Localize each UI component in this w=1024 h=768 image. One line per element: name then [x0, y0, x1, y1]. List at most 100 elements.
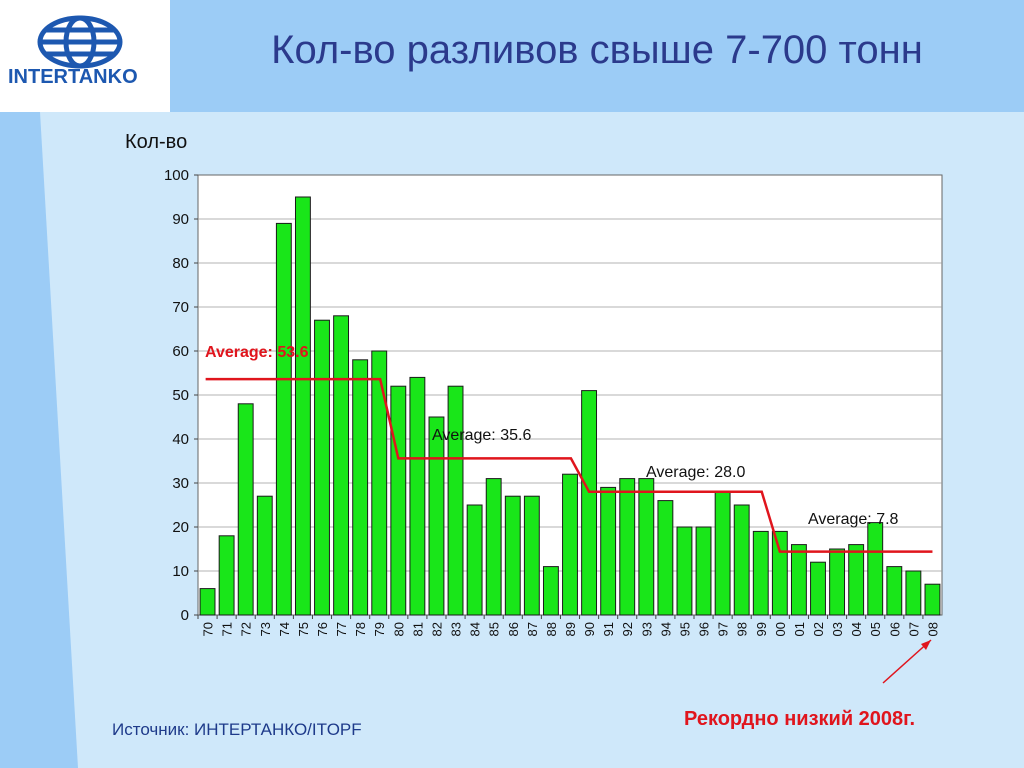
- average-line: [205, 377, 933, 553]
- x-tick-label: 93: [639, 622, 654, 636]
- bar-74: [275, 222, 292, 616]
- x-tick-label: 85: [487, 622, 502, 636]
- bar-08: [924, 583, 941, 616]
- bar-82: [428, 416, 445, 616]
- x-tick-label: 79: [372, 622, 387, 636]
- x-tick-label: 87: [525, 622, 540, 636]
- bar-89: [562, 473, 578, 616]
- x-tick-label: 05: [868, 622, 883, 636]
- record-arrow: [882, 639, 932, 684]
- x-tick-label: 72: [239, 622, 254, 636]
- bar-84: [466, 504, 483, 616]
- x-tick-label: 74: [277, 622, 292, 636]
- logo: INTERTANKO: [0, 0, 170, 112]
- bar-98: [733, 504, 750, 616]
- logo-text: INTERTANKO: [8, 66, 138, 88]
- y-tick-label: 90: [172, 211, 189, 228]
- bar-99: [752, 530, 769, 616]
- x-tick-label: 78: [353, 622, 368, 636]
- x-tick-label: 00: [773, 622, 788, 636]
- x-tick-label: 01: [792, 622, 807, 636]
- bar-01: [790, 544, 807, 616]
- x-tick-label: 76: [315, 622, 330, 636]
- bar-79: [371, 350, 388, 616]
- bar-83: [447, 385, 464, 616]
- bar-91: [600, 486, 617, 616]
- x-tick-label: 07: [906, 622, 921, 636]
- bar-70: [199, 588, 216, 616]
- bar-90: [581, 390, 598, 616]
- bar-87: [523, 495, 540, 616]
- average-label: Average: 7.8: [808, 511, 899, 528]
- x-tick-label: 71: [220, 622, 235, 636]
- bar-75: [294, 196, 311, 616]
- x-tick-label: 99: [754, 622, 769, 636]
- globe-icon: [37, 15, 123, 69]
- x-tick-label: 03: [830, 622, 845, 636]
- x-tick-label: 04: [849, 622, 864, 636]
- y-tick-label: 70: [172, 299, 189, 316]
- bar-92: [619, 478, 636, 616]
- y-axis-label: Кол-во: [125, 131, 187, 153]
- bar-93: [638, 478, 655, 616]
- x-tick-label: 08: [925, 622, 940, 636]
- y-tick-label: 30: [172, 475, 189, 492]
- x-tick-label: 94: [658, 622, 673, 636]
- x-tick-label: 06: [887, 622, 902, 636]
- x-tick-label: 96: [697, 622, 712, 636]
- bar-06: [886, 566, 903, 616]
- y-tick-label: 80: [172, 255, 189, 272]
- bar-07: [905, 570, 922, 616]
- record-note: Рекордно низкий 2008г.: [684, 708, 916, 730]
- y-tick-label: 100: [164, 167, 189, 184]
- x-tick-label: 75: [296, 622, 311, 636]
- bar-71: [218, 535, 235, 616]
- x-tick-label: 86: [506, 622, 521, 636]
- x-tick-label: 73: [258, 622, 273, 636]
- y-tick-label: 0: [181, 607, 189, 624]
- x-tick-label: 92: [620, 622, 635, 636]
- y-tick-label: 20: [172, 519, 189, 536]
- x-tick-label: 89: [563, 622, 578, 636]
- bar-00: [771, 530, 788, 616]
- y-tick-label: 50: [172, 387, 189, 404]
- bar-80: [390, 385, 407, 616]
- left-strip: [0, 112, 78, 768]
- bar-76: [314, 319, 330, 616]
- bar-88: [542, 566, 559, 616]
- record-arrowhead: [921, 640, 931, 650]
- x-tick-label: 80: [391, 622, 406, 636]
- bar-95: [676, 526, 693, 616]
- x-tick-label: 70: [201, 622, 216, 636]
- x-tick-label: 91: [601, 622, 616, 636]
- bar-04: [848, 544, 865, 616]
- source-note: Источник: ИНТЕРТАНКО/ITOPF: [112, 720, 362, 739]
- bar-94: [657, 500, 674, 616]
- page-title: Кол-во разливов свыше 7-700 тонн: [271, 28, 923, 72]
- x-tick-label: 02: [811, 622, 826, 636]
- bar-72: [237, 403, 254, 616]
- x-tick-label: 97: [716, 622, 731, 636]
- x-tick-label: 84: [468, 622, 483, 636]
- bar-77: [333, 315, 350, 616]
- average-label: Average: 53.6: [205, 344, 309, 361]
- x-tick-label: 83: [449, 622, 464, 636]
- bar-97: [714, 491, 731, 616]
- x-tick-label: 88: [544, 622, 559, 636]
- y-tick-label: 10: [172, 563, 189, 580]
- bar-73: [256, 495, 273, 616]
- x-tick-label: 81: [410, 622, 425, 636]
- header-bar: [0, 0, 1024, 112]
- x-tick-label: 98: [735, 622, 750, 636]
- bar-86: [504, 495, 521, 616]
- y-tick-label: 40: [172, 431, 189, 448]
- x-tick-label: 90: [582, 622, 597, 636]
- bar-81: [409, 376, 426, 616]
- bar-05: [867, 522, 884, 616]
- bar-02: [810, 561, 826, 616]
- bar-78: [352, 359, 369, 616]
- x-tick-label: 82: [429, 622, 444, 636]
- x-tick-label: 95: [677, 622, 692, 636]
- y-tick-label: 60: [172, 343, 189, 360]
